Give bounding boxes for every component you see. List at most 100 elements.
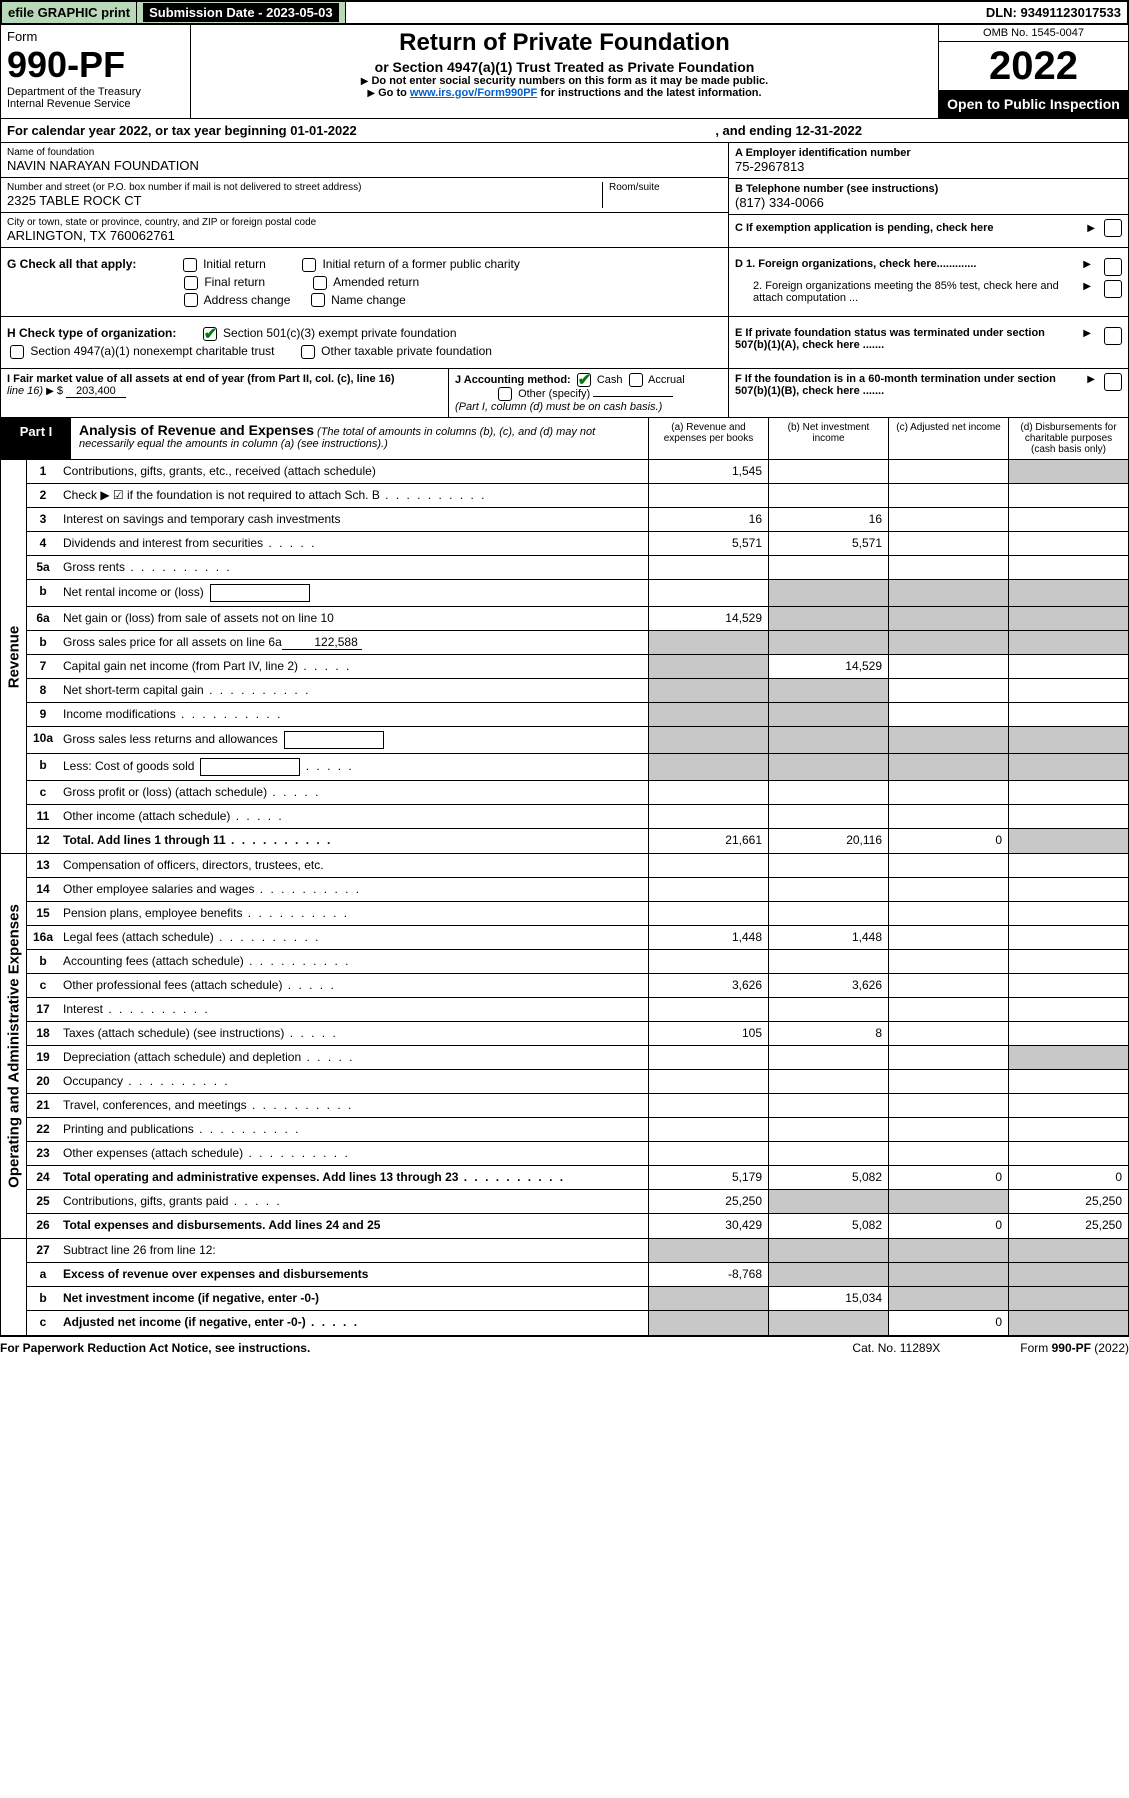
foundation-name: NAVIN NARAYAN FOUNDATION [7,158,722,173]
cell-b [768,1311,888,1335]
h-501c3[interactable] [203,327,217,341]
table-row: 19Depreciation (attach schedule) and dep… [27,1046,1128,1070]
cell-d [1008,1118,1128,1141]
inline-box [200,758,300,776]
f-checkbox[interactable] [1104,373,1122,391]
cell-b [768,1046,888,1069]
cell-b [768,1142,888,1165]
cell-c [888,655,1008,678]
instructions-link[interactable]: www.irs.gov/Form990PF [410,87,537,99]
h-4947a1[interactable] [10,345,24,359]
j-accrual[interactable] [629,373,643,387]
table-row: 10aGross sales less returns and allowanc… [27,727,1128,754]
dln: DLN: 93491123017533 [980,2,1127,23]
row-number: 1 [27,460,59,483]
j-other[interactable] [498,387,512,401]
g-opt-0: Initial return [203,257,266,271]
row-number: a [27,1263,59,1286]
name-label: Name of foundation [7,147,722,158]
row-number: 14 [27,878,59,901]
row-desc: Total operating and administrative expen… [59,1166,648,1189]
cell-b [768,1190,888,1213]
cell-a [648,1142,768,1165]
city-state-zip: ARLINGTON, TX 760062761 [7,228,722,243]
cell-c [888,556,1008,579]
cell-d [1008,607,1128,630]
row-number: 12 [27,829,59,853]
cell-a [648,703,768,726]
row-number: 27 [27,1239,59,1262]
row-number: 9 [27,703,59,726]
h-opt2: Section 4947(a)(1) nonexempt charitable … [30,344,274,358]
row-number: 5a [27,556,59,579]
cell-b [768,902,888,925]
cell-b [768,631,888,654]
g-amended-return[interactable] [313,276,327,290]
efile-label[interactable]: efile GRAPHIC print [2,2,137,23]
cell-c [888,974,1008,997]
cell-c [888,631,1008,654]
j-cash[interactable] [577,373,591,387]
form-label: Form [7,29,184,44]
table-row: 20Occupancy [27,1070,1128,1094]
cell-c [888,1142,1008,1165]
row-desc: Interest on savings and temporary cash i… [59,508,648,531]
row-desc: Net gain or (loss) from sale of assets n… [59,607,648,630]
cell-c [888,854,1008,877]
exemption-checkbox[interactable] [1104,219,1122,237]
row-desc: Contributions, gifts, grants, etc., rece… [59,460,648,483]
row-desc: Compensation of officers, directors, tru… [59,854,648,877]
note2-suffix: for instructions and the latest informat… [537,87,761,99]
g-address-change[interactable] [184,293,198,307]
cell-a [648,805,768,828]
g-initial-return[interactable] [183,258,197,272]
row-desc: Other employee salaries and wages [59,878,648,901]
cell-a: 25,250 [648,1190,768,1213]
e-checkbox[interactable] [1104,327,1122,345]
expenses-side-label: Operating and Administrative Expenses [5,904,22,1188]
table-row: aExcess of revenue over expenses and dis… [27,1263,1128,1287]
table-row: 13Compensation of officers, directors, t… [27,854,1128,878]
cell-b [768,580,888,606]
table-row: 8Net short-term capital gain [27,679,1128,703]
table-row: 27Subtract line 26 from line 12: [27,1239,1128,1263]
table-row: cOther professional fees (attach schedul… [27,974,1128,998]
g-initial-return-public[interactable] [302,258,316,272]
cell-b: 20,116 [768,829,888,853]
row-desc: Gross sales price for all assets on line… [59,631,648,654]
cell-d [1008,532,1128,555]
cell-a [648,902,768,925]
cell-c [888,484,1008,507]
cell-c: 0 [888,829,1008,853]
cell-a [648,484,768,507]
table-row: 3Interest on savings and temporary cash … [27,508,1128,532]
row-number: 6a [27,607,59,630]
cell-a: 21,661 [648,829,768,853]
row-number: 8 [27,679,59,702]
cell-d [1008,926,1128,949]
note1: Do not enter social security numbers on … [371,75,768,87]
table-row: 7Capital gain net income (from Part IV, … [27,655,1128,679]
form-title: Return of Private Foundation [201,29,928,57]
cell-d [1008,460,1128,483]
row-desc: Travel, conferences, and meetings [59,1094,648,1117]
cell-a: 16 [648,508,768,531]
row-desc: Pension plans, employee benefits [59,902,648,925]
cell-b [768,484,888,507]
j-opt-accrual: Accrual [648,374,685,386]
col-b-header: (b) Net investment income [768,418,888,459]
cell-b [768,1094,888,1117]
d1-checkbox[interactable] [1104,258,1122,276]
g-final-return[interactable] [184,276,198,290]
cell-a [648,655,768,678]
table-row: 5aGross rents [27,556,1128,580]
cell-c [888,1022,1008,1045]
g-name-change[interactable] [311,293,325,307]
row-number: 16a [27,926,59,949]
cell-b: 15,034 [768,1287,888,1310]
h-other-taxable[interactable] [301,345,315,359]
table-row: 24Total operating and administrative exp… [27,1166,1128,1190]
d2-checkbox[interactable] [1104,280,1122,298]
cell-a [648,1311,768,1335]
cell-b [768,1070,888,1093]
